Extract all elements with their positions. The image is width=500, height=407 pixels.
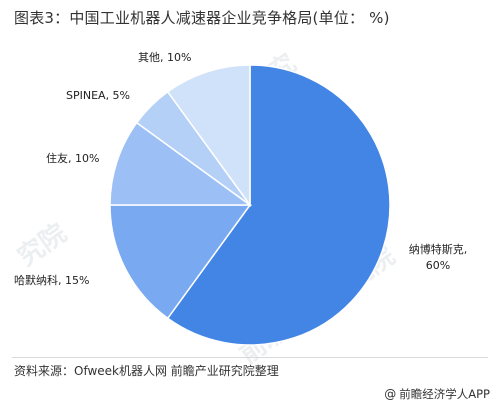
data-label-2: 哈默纳科, 15% bbox=[14, 273, 89, 287]
chart-title: 图表3：中国工业机器人减速器企业竞争格局(单位： %) bbox=[14, 9, 390, 27]
brand-credit: @ 前瞻经济学人APP bbox=[384, 386, 490, 402]
pie-slice-1 bbox=[166, 64, 391, 346]
data-label-5: 其他, 10% bbox=[138, 51, 191, 64]
footer-divider bbox=[12, 357, 488, 358]
data-label-1: 纳博特斯克, 60% bbox=[409, 242, 468, 272]
source-note: 资料来源：Ofweek机器人网 前瞻产业研究院整理 bbox=[14, 364, 279, 378]
data-label-4: SPINEA, 5% bbox=[66, 89, 130, 102]
at-icon: @ bbox=[384, 387, 397, 401]
pie-slice-2 bbox=[109, 204, 252, 320]
brand-label: 前瞻经济学人APP bbox=[399, 387, 490, 401]
pie-slice-3 bbox=[109, 121, 253, 206]
pie-slice-5 bbox=[166, 64, 251, 208]
data-label-3: 住友, 10% bbox=[46, 151, 99, 165]
